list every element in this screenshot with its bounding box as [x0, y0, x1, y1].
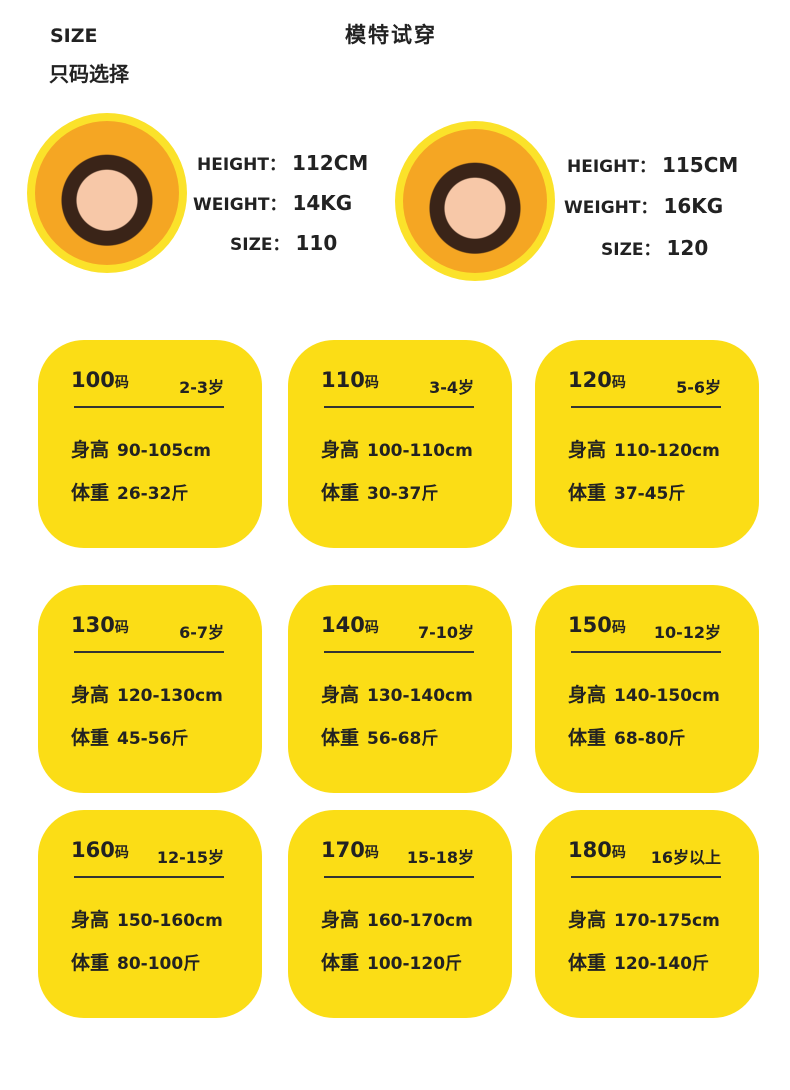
age-range: 7-10岁: [417, 623, 474, 642]
divider: [324, 406, 474, 408]
model-2-height: HEIGHT： 115CM: [567, 153, 739, 177]
size-heading-cn: 只码选择: [49, 62, 129, 86]
size-value: 160码: [71, 838, 129, 862]
size-card: 130码 6-7岁 身高 120-130cm 体重 45-56斤: [38, 585, 262, 793]
weight-row: 体重 30-37斤: [321, 482, 439, 504]
divider: [571, 651, 721, 653]
age-range: 2-3岁: [179, 378, 224, 397]
model-1-size: SIZE： 110: [230, 231, 338, 255]
age-range: 6-7岁: [179, 623, 224, 642]
model-2-weight: WEIGHT： 16KG: [564, 194, 724, 218]
size-value: 170码: [321, 838, 379, 862]
age-range: 5-6岁: [676, 378, 721, 397]
age-range: 10-12岁: [653, 623, 721, 642]
model-1-weight: WEIGHT： 14KG: [193, 191, 353, 215]
model-title: 模特试穿: [345, 23, 437, 47]
size-value: 150码: [568, 613, 626, 637]
size-value: 140码: [321, 613, 379, 637]
weight-row: 体重 26-32斤: [71, 482, 189, 504]
divider: [324, 651, 474, 653]
weight-row: 体重 100-120斤: [321, 952, 463, 974]
size-card: 160码 12-15岁 身高 150-160cm 体重 80-100斤: [38, 810, 262, 1018]
divider: [74, 406, 224, 408]
height-row: 身高 90-105cm: [71, 439, 212, 461]
weight-row: 体重 45-56斤: [71, 727, 189, 749]
weight-row: 体重 120-140斤: [568, 952, 710, 974]
divider: [74, 651, 224, 653]
model-2-size: SIZE： 120: [601, 236, 709, 260]
divider: [571, 406, 721, 408]
divider: [571, 876, 721, 878]
height-row: 身高 100-110cm: [321, 439, 473, 461]
size-value: 180码: [568, 838, 626, 862]
size-card: 100码 2-3岁 身高 90-105cm 体重 26-32斤: [38, 340, 262, 548]
size-card: 110码 3-4岁 身高 100-110cm 体重 30-37斤: [288, 340, 512, 548]
size-card: 180码 16岁以上 身高 170-175cm 体重 120-140斤: [535, 810, 759, 1018]
weight-row: 体重 68-80斤: [568, 727, 686, 749]
model-1-height: HEIGHT： 112CM: [197, 151, 369, 175]
model-girl-photo: [27, 113, 187, 273]
size-value: 130码: [71, 613, 129, 637]
height-row: 身高 150-160cm: [71, 909, 223, 931]
height-row: 身高 160-170cm: [321, 909, 473, 931]
size-value: 100码: [71, 368, 129, 392]
size-card: 140码 7-10岁 身高 130-140cm 体重 56-68斤: [288, 585, 512, 793]
size-card: 150码 10-12岁 身高 140-150cm 体重 68-80斤: [535, 585, 759, 793]
size-heading-en: SIZE: [50, 25, 98, 47]
age-range: 12-15岁: [156, 848, 224, 867]
size-value: 110码: [321, 368, 379, 392]
size-card: 120码 5-6岁 身高 110-120cm 体重 37-45斤: [535, 340, 759, 548]
weight-row: 体重 56-68斤: [321, 727, 439, 749]
weight-row: 体重 80-100斤: [71, 952, 201, 974]
size-card: 170码 15-18岁 身高 160-170cm 体重 100-120斤: [288, 810, 512, 1018]
age-range: 15-18岁: [406, 848, 474, 867]
divider: [324, 876, 474, 878]
divider: [74, 876, 224, 878]
height-row: 身高 130-140cm: [321, 684, 473, 706]
weight-row: 体重 37-45斤: [568, 482, 686, 504]
age-range: 16岁以上: [650, 848, 721, 867]
height-row: 身高 120-130cm: [71, 684, 223, 706]
size-value: 120码: [568, 368, 626, 392]
model-boy-photo: [395, 121, 555, 281]
height-row: 身高 170-175cm: [568, 909, 720, 931]
height-row: 身高 110-120cm: [568, 439, 720, 461]
age-range: 3-4岁: [429, 378, 474, 397]
height-row: 身高 140-150cm: [568, 684, 720, 706]
